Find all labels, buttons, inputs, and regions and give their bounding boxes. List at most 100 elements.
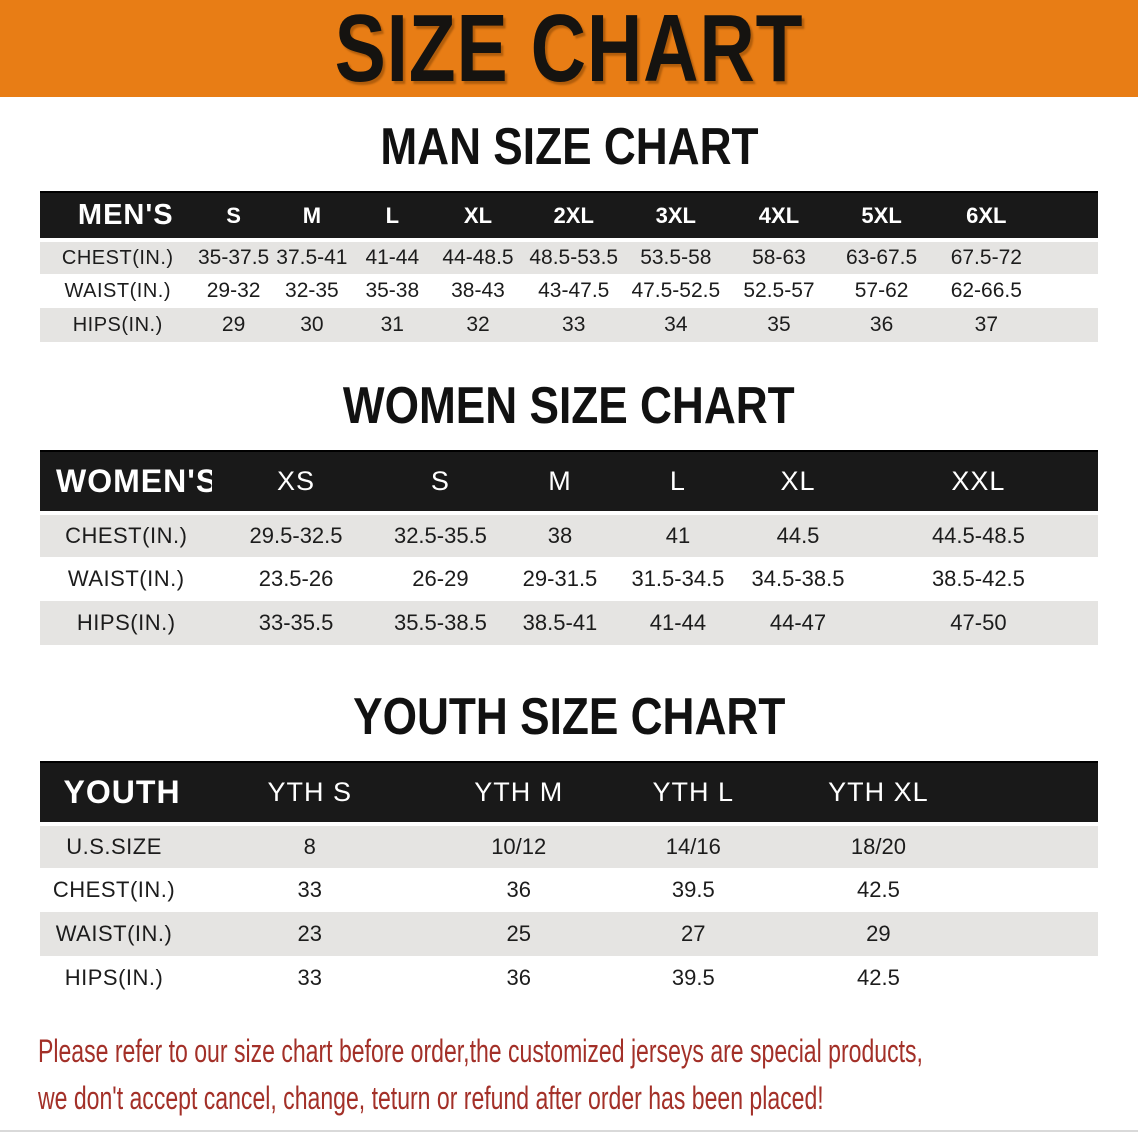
- banner-title: SIZE CHART: [334, 0, 804, 102]
- size-value-cell: 43-47.5: [523, 274, 624, 308]
- row-label: WAIST(IN.): [40, 912, 189, 956]
- size-value-cell: 38: [501, 511, 619, 557]
- youth-chest-row: CHEST(IN.) 33 36 39.5 42.5: [40, 868, 1098, 912]
- youth-header-row: YOUTH YTH S YTH M YTH L YTH XL: [40, 761, 1098, 825]
- men-size-col-4xl: 4XL: [727, 191, 831, 241]
- size-value-cell: 57-62: [830, 274, 933, 308]
- size-value-cell: 32.5-35.5: [379, 511, 502, 557]
- size-value-cell: 35-37.5: [195, 238, 272, 274]
- women-hips-row: HIPS(IN.) 33-35.5 35.5-38.5 38.5-41 41-4…: [40, 601, 1098, 645]
- women-size-col-m: M: [501, 450, 619, 514]
- men-size-col-l: L: [352, 191, 433, 241]
- row-label: HIPS(IN.): [40, 956, 189, 1000]
- size-value-cell: 32: [432, 308, 524, 342]
- size-value-cell: 14/16: [606, 822, 781, 868]
- women-waist-row: WAIST(IN.) 23.5-26 26-29 29-31.5 31.5-34…: [40, 557, 1098, 601]
- size-value-cell: 25: [431, 912, 606, 956]
- men-hips-row: HIPS(IN.) 29 30 31 32 33 34 35 36 37: [40, 308, 1098, 342]
- size-value-cell: 41-44: [352, 238, 433, 274]
- men-waist-row: WAIST(IN.) 29-32 32-35 35-38 38-43 43-47…: [40, 274, 1098, 308]
- spacer-cell: [976, 822, 1098, 868]
- row-label: CHEST(IN.): [40, 238, 196, 274]
- size-value-cell: 47-50: [858, 601, 1098, 645]
- women-size-col-xl: XL: [737, 450, 859, 514]
- row-label: HIPS(IN.): [40, 308, 196, 342]
- youth-hips-row: HIPS(IN.) 33 36 39.5 42.5: [40, 956, 1098, 1000]
- men-section-heading-wrap: MAN SIZE CHART: [0, 121, 1138, 173]
- women-size-col-l: L: [618, 450, 738, 514]
- size-value-cell: 10/12: [431, 822, 606, 868]
- row-label: HIPS(IN.): [40, 601, 213, 645]
- size-value-cell: 63-67.5: [830, 238, 933, 274]
- size-value-cell: 33: [523, 308, 624, 342]
- spacer-cell: [1039, 238, 1098, 274]
- youth-size-col-m: YTH M: [431, 761, 606, 825]
- spacer-cell: [1039, 191, 1098, 241]
- size-value-cell: 53.5-58: [623, 238, 728, 274]
- size-value-cell: 36: [431, 868, 606, 912]
- men-chest-row: CHEST(IN.) 35-37.5 37.5-41 41-44 44-48.5…: [40, 238, 1098, 274]
- size-value-cell: 31: [352, 308, 433, 342]
- youth-size-table: YOUTH YTH S YTH M YTH L YTH XL U.S.SIZE …: [40, 761, 1098, 1000]
- women-section-heading-wrap: WOMEN SIZE CHART: [0, 380, 1138, 432]
- men-size-table: MEN'S S M L XL 2XL 3XL 4XL 5XL 6XL CHEST…: [40, 191, 1098, 342]
- size-value-cell: 38.5-42.5: [858, 557, 1098, 601]
- size-value-cell: 8: [188, 822, 432, 868]
- men-size-col-xl: XL: [432, 191, 524, 241]
- size-value-cell: 52.5-57: [727, 274, 831, 308]
- men-size-col-m: M: [271, 191, 353, 241]
- youth-waist-row: WAIST(IN.) 23 25 27 29: [40, 912, 1098, 956]
- size-value-cell: 42.5: [780, 956, 977, 1000]
- women-section-heading: WOMEN SIZE CHART: [343, 377, 795, 435]
- size-value-cell: 23.5-26: [212, 557, 380, 601]
- size-value-cell: 30: [271, 308, 353, 342]
- row-label: CHEST(IN.): [40, 511, 213, 557]
- size-value-cell: 37: [932, 308, 1040, 342]
- row-label: WAIST(IN.): [40, 557, 213, 601]
- banner: SIZE CHART: [0, 0, 1138, 97]
- women-size-col-xs: XS: [212, 450, 380, 514]
- size-value-cell: 34: [623, 308, 728, 342]
- youth-section-heading: YOUTH SIZE CHART: [352, 688, 786, 746]
- men-size-col-2xl: 2XL: [523, 191, 624, 241]
- size-value-cell: 36: [830, 308, 933, 342]
- size-value-cell: 23: [188, 912, 432, 956]
- size-value-cell: 32-35: [271, 274, 353, 308]
- size-value-cell: 58-63: [727, 238, 831, 274]
- men-size-col-5xl: 5XL: [830, 191, 933, 241]
- size-value-cell: 33-35.5: [212, 601, 380, 645]
- size-value-cell: 38.5-41: [501, 601, 619, 645]
- size-value-cell: 29-31.5: [501, 557, 619, 601]
- size-value-cell: 41: [618, 511, 738, 557]
- size-value-cell: 35: [727, 308, 831, 342]
- size-value-cell: 34.5-38.5: [737, 557, 859, 601]
- size-value-cell: 31.5-34.5: [618, 557, 738, 601]
- spacer-cell: [976, 912, 1098, 956]
- youth-section-heading-wrap: YOUTH SIZE CHART: [0, 691, 1138, 743]
- men-size-col-s: S: [195, 191, 272, 241]
- size-value-cell: 38-43: [432, 274, 524, 308]
- women-corner-label: WOMEN'S: [40, 450, 213, 514]
- size-value-cell: 29: [780, 912, 977, 956]
- size-value-cell: 44.5: [737, 511, 859, 557]
- row-label: WAIST(IN.): [40, 274, 196, 308]
- men-header-row: MEN'S S M L XL 2XL 3XL 4XL 5XL 6XL: [40, 191, 1098, 241]
- size-value-cell: 35-38: [352, 274, 433, 308]
- size-value-cell: 44-48.5: [432, 238, 524, 274]
- youth-size-col-s: YTH S: [188, 761, 432, 825]
- size-value-cell: 41-44: [618, 601, 738, 645]
- size-value-cell: 29: [195, 308, 272, 342]
- spacer-cell: [976, 868, 1098, 912]
- youth-size-col-xl: YTH XL: [780, 761, 977, 825]
- spacer-cell: [976, 761, 1098, 825]
- size-value-cell: 35.5-38.5: [379, 601, 502, 645]
- youth-corner-label: YOUTH: [40, 761, 189, 825]
- disclaimer: Please refer to our size chart before or…: [38, 1028, 1138, 1122]
- men-corner-label: MEN'S: [40, 191, 196, 241]
- size-value-cell: 62-66.5: [932, 274, 1040, 308]
- spacer-cell: [1039, 308, 1098, 342]
- size-value-cell: 36: [431, 956, 606, 1000]
- disclaimer-line-2: we don't accept cancel, change, teturn o…: [38, 1080, 824, 1116]
- size-value-cell: 39.5: [606, 868, 781, 912]
